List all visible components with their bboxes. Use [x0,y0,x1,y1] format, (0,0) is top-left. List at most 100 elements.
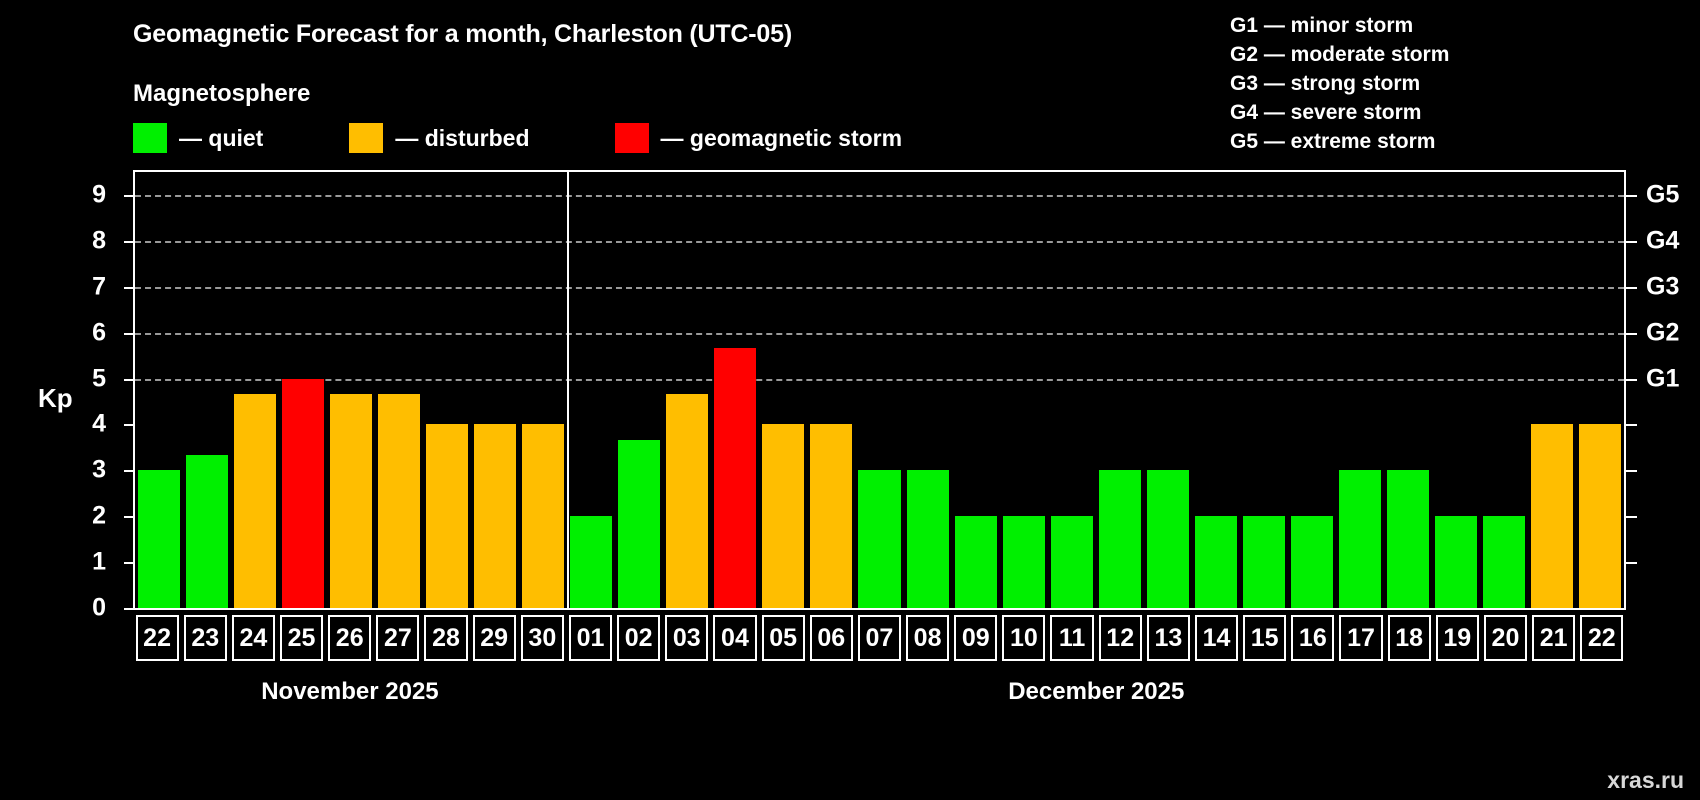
bar-cell[interactable] [1336,172,1384,608]
bar-december-10[interactable] [1002,516,1045,608]
date-label-november-23[interactable]: 23 [183,615,227,661]
bar-november-27[interactable] [378,393,421,608]
date-cell[interactable]: 13 [1144,614,1192,662]
date-label-november-28[interactable]: 28 [424,615,468,661]
date-cell[interactable]: 09 [952,614,1000,662]
date-label-december-14[interactable]: 14 [1194,615,1239,661]
bar-december-06[interactable] [810,424,853,608]
bar-december-21[interactable] [1530,424,1573,608]
date-label-november-25[interactable]: 25 [279,615,324,661]
bar-cell[interactable] [375,172,423,608]
date-cell[interactable]: 06 [807,614,855,662]
bar-november-28[interactable] [426,424,469,608]
date-label-december-06[interactable]: 06 [809,615,853,661]
date-label-december-15[interactable]: 15 [1243,615,1287,661]
bar-cell[interactable] [519,172,567,608]
date-label-december-22[interactable]: 22 [1580,615,1624,661]
date-label-november-26[interactable]: 26 [328,615,372,661]
bar-cell[interactable] [855,172,903,608]
date-label-december-12[interactable]: 12 [1098,615,1142,661]
date-label-november-22[interactable]: 22 [135,615,179,661]
date-cell[interactable]: 16 [1289,614,1337,662]
date-cell[interactable]: 19 [1433,614,1481,662]
date-cell[interactable]: 11 [1048,614,1096,662]
bar-november-25[interactable] [282,378,325,608]
date-label-november-27[interactable]: 27 [376,615,420,661]
bar-cell[interactable] [663,172,711,608]
date-label-december-03[interactable]: 03 [665,615,709,661]
bar-cell[interactable] [1240,172,1288,608]
date-cell[interactable]: 04 [711,614,759,662]
bar-december-04[interactable] [714,347,757,608]
date-cell[interactable]: 14 [1192,614,1240,662]
date-cell[interactable]: 08 [904,614,952,662]
date-cell[interactable]: 27 [374,614,422,662]
date-label-december-21[interactable]: 21 [1532,615,1576,661]
bar-december-12[interactable] [1098,470,1141,608]
bar-cell[interactable] [711,172,759,608]
date-cell[interactable]: 02 [615,614,663,662]
date-label-december-13[interactable]: 13 [1146,615,1190,661]
bar-november-22[interactable] [138,470,181,608]
bar-november-23[interactable] [186,455,229,608]
bar-december-17[interactable] [1338,470,1381,608]
date-label-december-02[interactable]: 02 [617,615,661,661]
bar-december-08[interactable] [906,470,949,608]
date-cell[interactable]: 03 [663,614,711,662]
date-cell[interactable]: 22 [133,614,181,662]
date-label-december-01[interactable]: 01 [568,615,613,661]
bar-december-16[interactable] [1290,516,1333,608]
date-cell[interactable]: 30 [518,614,566,662]
date-label-december-11[interactable]: 11 [1050,615,1094,661]
date-label-december-08[interactable]: 08 [906,615,950,661]
bar-cell[interactable] [279,172,327,608]
date-cell[interactable]: 01 [566,614,614,662]
bar-cell[interactable] [471,172,519,608]
date-cell[interactable]: 05 [759,614,807,662]
date-label-december-16[interactable]: 16 [1291,615,1335,661]
date-cell[interactable]: 18 [1385,614,1433,662]
date-cell[interactable]: 28 [422,614,470,662]
date-cell[interactable]: 26 [326,614,374,662]
bar-cell[interactable] [1432,172,1480,608]
bar-december-18[interactable] [1386,470,1429,608]
bar-december-02[interactable] [618,439,661,608]
bar-cell[interactable] [1576,172,1624,608]
bar-cell[interactable] [183,172,231,608]
bar-cell[interactable] [423,172,471,608]
bar-cell[interactable] [567,172,615,608]
bar-cell[interactable] [759,172,807,608]
date-cell[interactable]: 15 [1241,614,1289,662]
date-cell[interactable]: 21 [1530,614,1578,662]
date-label-december-17[interactable]: 17 [1339,615,1383,661]
bar-december-19[interactable] [1434,516,1477,608]
bar-december-22[interactable] [1578,424,1621,608]
bar-november-29[interactable] [474,424,517,608]
bar-december-07[interactable] [858,470,901,608]
bar-november-24[interactable] [234,393,277,608]
bar-cell[interactable] [1528,172,1576,608]
bar-december-03[interactable] [666,393,709,608]
date-label-november-24[interactable]: 24 [231,615,275,661]
bar-cell[interactable] [904,172,952,608]
bar-cell[interactable] [327,172,375,608]
date-label-december-19[interactable]: 19 [1435,615,1479,661]
bar-cell[interactable] [615,172,663,608]
date-label-december-05[interactable]: 05 [761,615,805,661]
bar-cell[interactable] [1480,172,1528,608]
bar-december-11[interactable] [1050,516,1093,608]
date-cell[interactable]: 10 [1000,614,1048,662]
bar-december-09[interactable] [954,516,997,608]
date-label-november-29[interactable]: 29 [472,615,516,661]
bar-cell[interactable] [231,172,279,608]
bar-cell[interactable] [807,172,855,608]
date-label-december-07[interactable]: 07 [857,615,901,661]
bar-cell[interactable] [1144,172,1192,608]
bar-december-14[interactable] [1194,516,1237,608]
date-label-december-10[interactable]: 10 [1002,615,1046,661]
bar-december-01[interactable] [570,516,613,608]
bar-cell[interactable] [1000,172,1048,608]
date-label-november-30[interactable]: 30 [520,615,564,661]
bar-cell[interactable] [1384,172,1432,608]
date-cell[interactable]: 07 [855,614,903,662]
